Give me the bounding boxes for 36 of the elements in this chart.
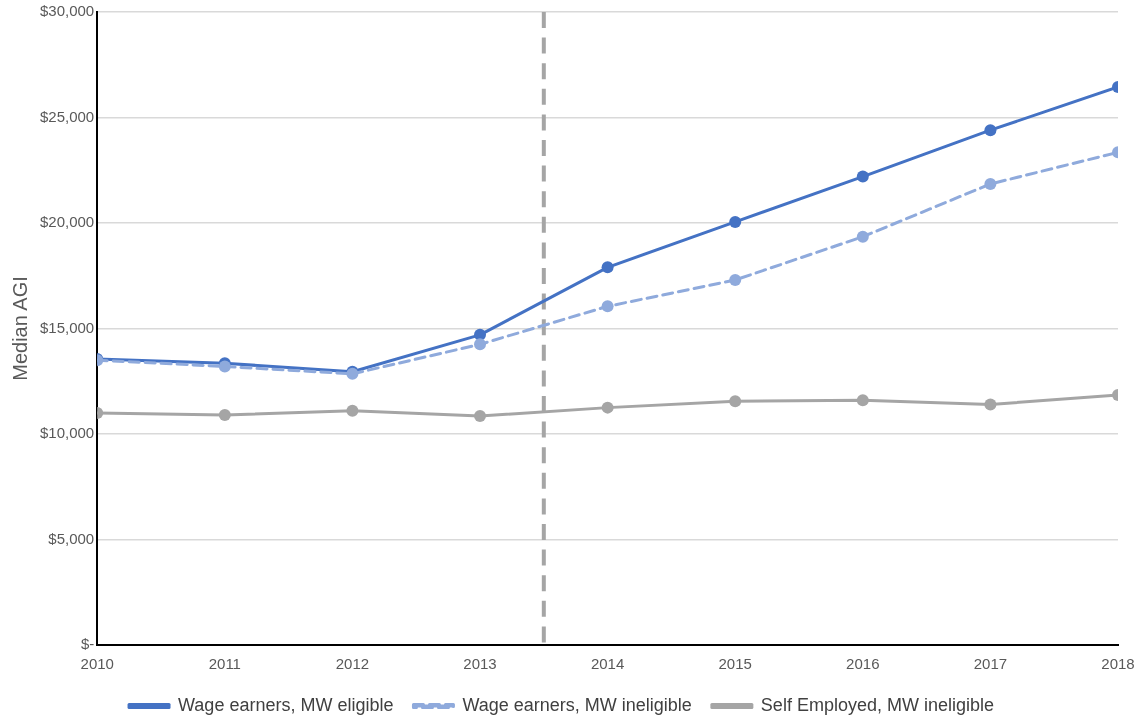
x-tick-label: 2010: [80, 655, 114, 673]
legend-label: Self Employed, MW ineligible: [760, 694, 994, 715]
x-tick-label: 2011: [208, 655, 241, 673]
x-tick-label: 2018: [1101, 655, 1135, 673]
point: [474, 410, 487, 423]
point: [601, 261, 614, 274]
x-tick-label: 2015: [718, 655, 752, 673]
y-tick-label: $15,000: [39, 318, 95, 336]
point: [474, 338, 487, 351]
x-tick-label: 2017: [973, 655, 1008, 673]
legend-label: Wage earners, MW ineligible: [462, 694, 692, 715]
point: [601, 401, 614, 414]
x-tick-label: 2013: [463, 655, 497, 673]
x-tick-label: 2012: [335, 655, 370, 673]
point: [856, 170, 869, 183]
point: [856, 394, 869, 407]
y-tick-label: $10,000: [39, 424, 95, 442]
x-tick-label: 2014: [590, 655, 625, 673]
y-axis-title: Median AGI: [8, 276, 31, 381]
y-tick-label: $25,000: [39, 107, 95, 125]
y-tick-label: $-: [80, 635, 95, 653]
legend-label: Wage earners, MW eligible: [178, 694, 394, 715]
point: [218, 409, 231, 422]
y-tick-label: $20,000: [39, 213, 95, 231]
point: [729, 273, 742, 286]
point: [729, 215, 742, 228]
point: [984, 177, 997, 190]
point: [346, 404, 359, 417]
point: [984, 124, 997, 137]
y-tick-label: $5,000: [48, 529, 95, 547]
y-tick-label: $30,000: [39, 2, 95, 20]
x-tick-label: 2016: [846, 655, 880, 673]
point: [729, 395, 742, 408]
point: [601, 300, 614, 313]
point: [984, 398, 997, 411]
point: [856, 230, 869, 243]
